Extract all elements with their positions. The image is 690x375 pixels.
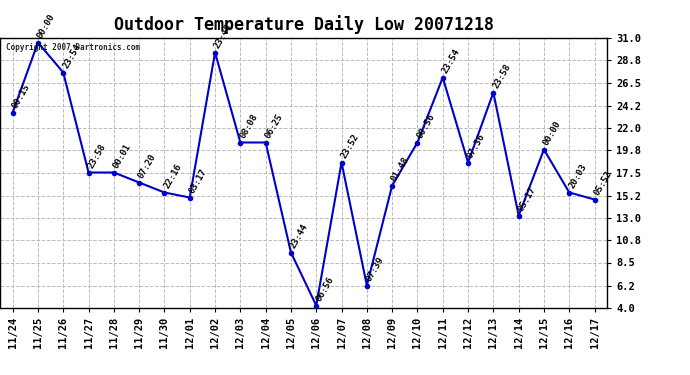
Text: 23:58: 23:58 — [491, 62, 513, 90]
Text: 23:54: 23:54 — [61, 42, 82, 70]
Text: 07:36: 07:36 — [466, 132, 487, 160]
Text: 00:00: 00:00 — [542, 119, 563, 147]
Text: 00:01: 00:01 — [112, 142, 133, 170]
Text: 00:00: 00:00 — [36, 12, 57, 40]
Text: 03:17: 03:17 — [188, 167, 209, 195]
Text: 06:25: 06:25 — [264, 112, 285, 140]
Text: 05:17: 05:17 — [516, 185, 538, 213]
Text: 23:52: 23:52 — [339, 132, 361, 160]
Text: 07:39: 07:39 — [364, 255, 386, 283]
Text: 08:08: 08:08 — [238, 112, 259, 140]
Text: 23:54: 23:54 — [440, 47, 462, 75]
Text: 23:58: 23:58 — [86, 142, 108, 170]
Text: 05:52: 05:52 — [592, 169, 613, 197]
Text: 06:56: 06:56 — [314, 275, 335, 303]
Text: 20:03: 20:03 — [567, 162, 589, 190]
Text: 00:56: 00:56 — [415, 112, 437, 140]
Text: 00:15: 00:15 — [10, 82, 32, 110]
Text: Copyright 2007 Dartronics.com: Copyright 2007 Dartronics.com — [6, 43, 140, 52]
Text: 01:48: 01:48 — [390, 155, 411, 183]
Text: Outdoor Temperature Daily Low 20071218: Outdoor Temperature Daily Low 20071218 — [114, 15, 493, 34]
Text: 07:20: 07:20 — [137, 152, 158, 180]
Text: 23:48: 23:48 — [213, 22, 234, 50]
Text: 23:44: 23:44 — [288, 222, 310, 250]
Text: 22:16: 22:16 — [162, 162, 184, 190]
